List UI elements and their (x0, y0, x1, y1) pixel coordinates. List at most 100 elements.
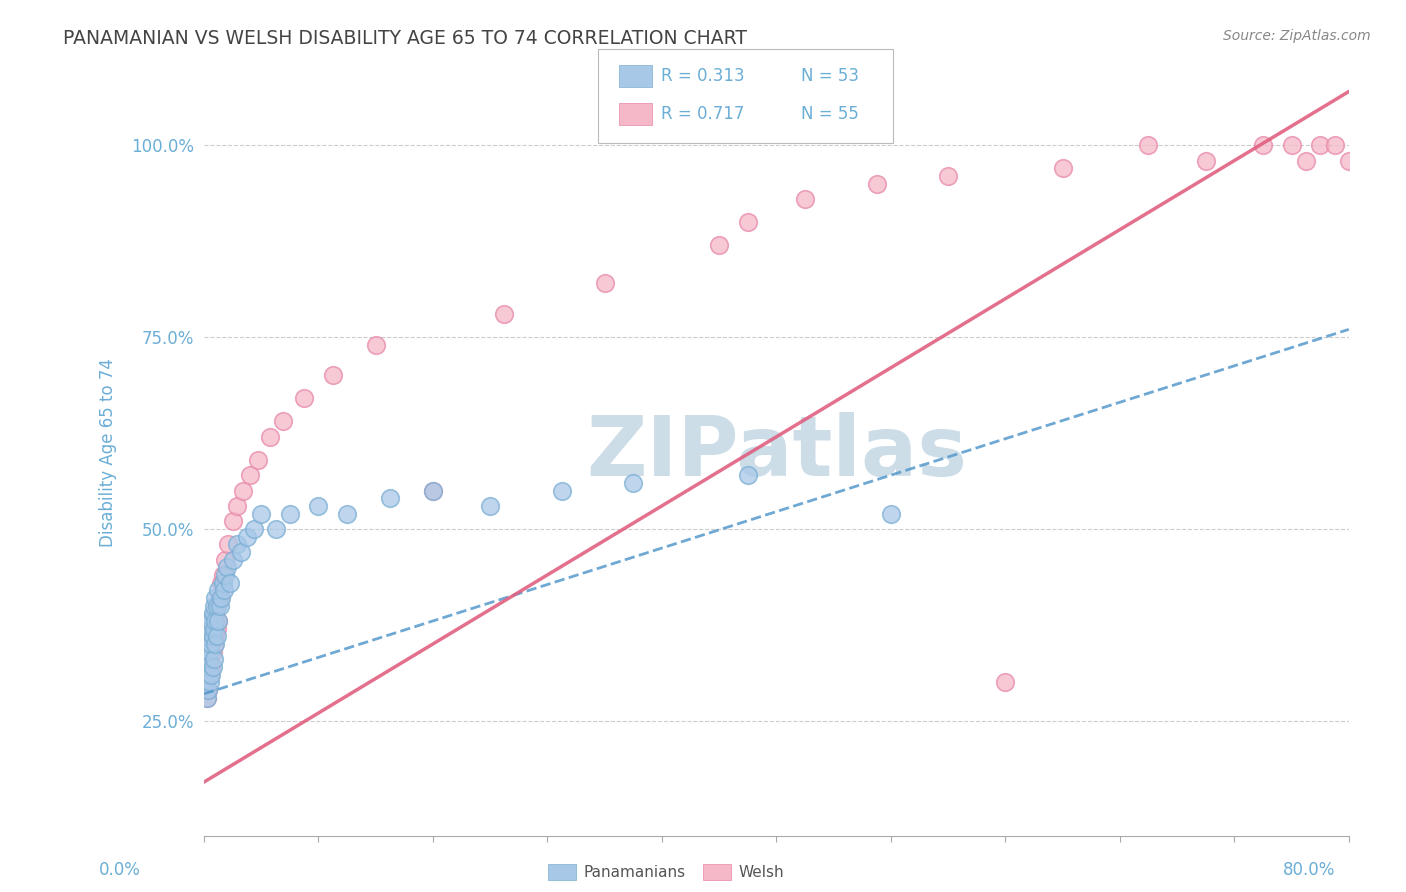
Point (194, 660, 217, 674)
Point (212, 583, 235, 598)
Point (221, 552, 243, 566)
Point (231, 545, 253, 559)
Point (794, 192, 817, 206)
Point (202, 622, 225, 636)
Point (479, 499, 502, 513)
Point (214, 552, 236, 566)
Point (201, 622, 224, 636)
Point (197, 629, 219, 643)
Text: 80.0%: 80.0% (1284, 861, 1336, 879)
Point (247, 452, 270, 467)
Point (707, 238, 730, 252)
Point (593, 277, 616, 291)
Point (208, 599, 231, 613)
Point (1137, 138, 1160, 153)
Point (205, 599, 228, 613)
Point (218, 575, 240, 590)
Point (195, 645, 218, 659)
Point (422, 483, 444, 498)
Point (865, 177, 887, 191)
Text: R = 0.313: R = 0.313 (661, 67, 744, 85)
Point (204, 629, 226, 643)
Point (211, 575, 233, 590)
Point (214, 568, 236, 582)
Point (198, 622, 221, 636)
Point (207, 583, 229, 598)
Point (621, 475, 644, 490)
Point (1323, 138, 1346, 153)
Point (278, 507, 301, 521)
Point (243, 522, 266, 536)
Point (195, 667, 218, 681)
Text: Source: ZipAtlas.com: Source: ZipAtlas.com (1223, 29, 1371, 43)
Point (198, 637, 221, 651)
Point (264, 522, 287, 536)
Point (737, 215, 759, 229)
Point (1309, 138, 1331, 153)
Point (207, 614, 229, 628)
Point (195, 667, 218, 681)
Point (225, 537, 247, 551)
Text: PANAMANIAN VS WELSH DISABILITY AGE 65 TO 74 CORRELATION CHART: PANAMANIAN VS WELSH DISABILITY AGE 65 TO… (63, 29, 747, 47)
Point (200, 614, 222, 628)
Point (202, 614, 225, 628)
Text: N = 53: N = 53 (801, 67, 859, 85)
Point (197, 683, 219, 698)
Point (205, 622, 228, 636)
Point (200, 637, 222, 651)
Point (208, 591, 231, 605)
Point (232, 483, 254, 498)
Point (209, 575, 232, 590)
Point (378, 491, 401, 505)
Point (200, 667, 222, 681)
Point (201, 645, 224, 659)
Y-axis label: Disability Age 65 to 74: Disability Age 65 to 74 (100, 358, 117, 547)
Point (197, 683, 219, 698)
Point (204, 607, 226, 621)
Point (322, 368, 344, 383)
Text: N = 55: N = 55 (801, 105, 859, 123)
Point (204, 591, 226, 605)
Point (205, 599, 228, 613)
Point (494, 307, 516, 321)
Point (250, 507, 273, 521)
Text: ZIPatlas: ZIPatlas (586, 411, 967, 492)
Point (551, 483, 574, 498)
Point (936, 169, 959, 183)
Point (201, 607, 224, 621)
Point (204, 637, 226, 651)
Point (202, 637, 225, 651)
Point (198, 645, 221, 659)
Point (211, 568, 233, 582)
Point (225, 499, 247, 513)
Point (202, 652, 225, 666)
Point (292, 392, 315, 406)
Point (336, 507, 359, 521)
Point (307, 499, 329, 513)
Point (200, 660, 222, 674)
Text: Panamanians: Panamanians (583, 865, 686, 880)
Point (194, 629, 217, 643)
Point (236, 530, 259, 544)
Point (198, 675, 221, 690)
Text: Welsh: Welsh (738, 865, 783, 880)
Point (217, 537, 239, 551)
Point (994, 675, 1017, 690)
Point (364, 337, 387, 351)
Point (194, 675, 217, 690)
Point (880, 507, 903, 521)
Point (1281, 138, 1303, 153)
Point (197, 652, 219, 666)
Point (1251, 138, 1274, 153)
Point (1195, 153, 1218, 168)
Point (201, 629, 224, 643)
Point (200, 629, 222, 643)
Point (195, 690, 218, 705)
Point (194, 675, 217, 690)
Point (271, 414, 294, 428)
Text: 0.0%: 0.0% (98, 861, 141, 879)
Point (194, 637, 217, 651)
Point (215, 560, 238, 574)
Point (1295, 153, 1317, 168)
Point (198, 667, 221, 681)
